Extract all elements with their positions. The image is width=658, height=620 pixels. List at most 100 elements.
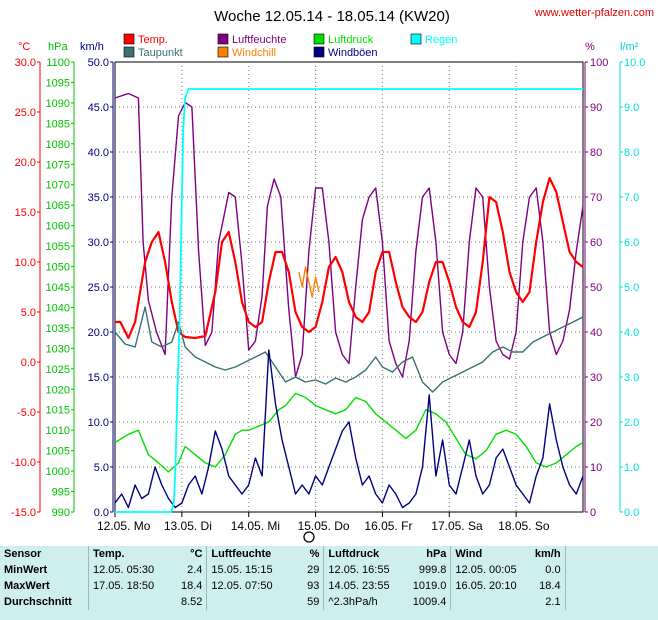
temp-tick-label: -5.0 — [17, 407, 36, 419]
rain-tick-label: 6.0 — [624, 237, 639, 249]
temp-tick-label: 0.0 — [21, 357, 36, 369]
rain-tick-label: 1.0 — [624, 462, 639, 474]
x-tick-label: 15.05. Do — [298, 519, 350, 533]
legend: Temp. Luftfeuchte Luftdruck Regen Taupunkt Wi… — [123, 33, 457, 59]
rain-tick-label: 7.0 — [624, 192, 639, 204]
plot-area — [114, 61, 584, 513]
cell: 15.05. 15:15 — [206, 562, 302, 578]
pressure-tick-label: 1010 — [46, 425, 70, 437]
hdr-sensor: Sensor — [4, 548, 42, 560]
rain-tick-label: 10.0 — [624, 57, 645, 69]
series-line-temp- — [115, 176, 584, 340]
cell: ^2.3hPa/h — [323, 594, 403, 610]
legend-swatch — [410, 33, 422, 45]
wind-unit: km/h — [80, 41, 104, 53]
stats-table: Sensor Temp. °C Luftfeuchte % Luftdruck … — [0, 546, 654, 610]
pressure-tick-label: 1015 — [46, 405, 70, 417]
series-line-windb-en — [114, 349, 584, 509]
stats-panel: Sensor Temp. °C Luftfeuchte % Luftdruck … — [0, 546, 658, 620]
legend-swatch — [123, 33, 135, 45]
rain-tick-label: 9.0 — [624, 102, 639, 114]
humidity-tick-label: 90 — [590, 102, 602, 114]
hdr-temp-unit: °C — [190, 548, 203, 560]
x-tick-label: 16.05. Fr — [364, 519, 412, 533]
site-link[interactable]: www.wetter-pfalzen.com — [534, 7, 654, 19]
stats-spacer — [564, 546, 654, 562]
temp-tick-label: -10.0 — [11, 457, 36, 469]
x-axis-labels: 12.05. Mo 13.05. Di 14.05. Mi 15.05. Do 16.0… — [97, 512, 550, 533]
humidity-tick-label: 40 — [590, 327, 602, 339]
chart-title: Woche 12.05.14 - 18.05.14 (KW20) — [214, 8, 450, 25]
pressure-tick-label: 1060 — [46, 221, 70, 233]
cell: 1019.0 — [412, 580, 447, 592]
pressure-tick-label: 1025 — [46, 364, 70, 376]
row-label: MaxWert — [4, 580, 50, 592]
cell — [450, 594, 521, 610]
hdr-press-unit: hPa — [426, 548, 447, 560]
wind-tick-label: 45.0 — [88, 102, 109, 114]
series-line-windchill — [298, 266, 320, 298]
humidity-unit: % — [585, 41, 595, 53]
humidity-tick-label: 20 — [590, 417, 602, 429]
cell: 2.1 — [545, 596, 561, 608]
stats-row-avg: Durchschnitt 8.52 59 ^2.3hPa/h 1009.4 2.… — [0, 594, 654, 610]
cell: 18.4 — [539, 580, 561, 592]
temp-tick-label: 25.0 — [15, 107, 36, 119]
wind-tick-label: 35.0 — [88, 192, 109, 204]
x-tick-label: 13.05. Di — [164, 519, 212, 533]
pressure-tick-label: 1020 — [46, 384, 70, 396]
legend-swatch — [217, 46, 229, 58]
humidity-tick-label: 60 — [590, 237, 602, 249]
legend-label: Taupunkt — [138, 47, 183, 59]
cell: 59 — [307, 596, 320, 608]
grid — [115, 62, 583, 512]
pressure-tick-label: 1065 — [46, 200, 70, 212]
series-line-luftdruck — [114, 392, 584, 473]
legend-label: Windböen — [328, 47, 378, 59]
hdr-hum: Luftfeuchte — [206, 546, 302, 562]
temp-unit: °C — [18, 41, 30, 53]
temp-tick-label: 15.0 — [15, 207, 36, 219]
hdr-wind: Wind — [450, 546, 521, 562]
axis-units: °C hPa km/h % l/m² — [18, 41, 639, 53]
cell: 16.05. 20:10 — [450, 578, 521, 594]
legend-label: Windchill — [232, 47, 276, 59]
pressure-tick-label: 990 — [52, 507, 70, 519]
pressure-tick-label: 1040 — [46, 302, 70, 314]
series-line-luftfeuchte — [114, 92, 584, 378]
hdr-press: Luftdruck — [323, 546, 403, 562]
temp-tick-label: 20.0 — [15, 157, 36, 169]
humidity-tick-label: 0 — [590, 507, 596, 519]
hdr-temp: Temp. — [88, 546, 177, 562]
legend-label: Regen — [425, 34, 457, 46]
cell: 0.0 — [545, 564, 561, 576]
wind-tick-label: 20.0 — [88, 327, 109, 339]
legend-swatch — [123, 46, 135, 58]
wind-tick-label: 50.0 — [88, 57, 109, 69]
wind-tick-label: 40.0 — [88, 147, 109, 159]
axes: 30.0 25.0 20.0 15.0 10.0 5.0 0.0 -5.0 -10.0 -15.0… — [11, 57, 646, 519]
cell: 12.05. 07:50 — [206, 578, 302, 594]
legend-label: Temp. — [138, 34, 168, 46]
wind-tick-label: 25.0 — [88, 282, 109, 294]
cell: 999.8 — [418, 564, 447, 576]
stats-row-min: MinWert 12.05. 05:30 2.4 15.05. 15:15 29… — [0, 562, 654, 578]
humidity-tick-label: 100 — [590, 57, 608, 69]
cell: 17.05. 18:50 — [88, 578, 177, 594]
pressure-tick-label: 1055 — [46, 241, 70, 253]
temp-tick-label: 30.0 — [15, 57, 36, 69]
cell: 12.05. 16:55 — [323, 562, 403, 578]
stats-spacer — [564, 578, 654, 594]
row-label: MinWert — [4, 564, 48, 576]
wind-tick-label: 5.0 — [94, 462, 109, 474]
temp-tick-label: -15.0 — [11, 507, 36, 519]
x-tick-label: 12.05. Mo — [97, 519, 151, 533]
cell: 12.05. 05:30 — [88, 562, 177, 578]
legend-label: Luftdruck — [328, 34, 374, 46]
wind-tick-label: 0.0 — [94, 507, 109, 519]
rain-unit: l/m² — [620, 41, 639, 53]
pressure-tick-label: 1000 — [46, 466, 70, 478]
cell: 18.4 — [181, 580, 203, 592]
humidity-tick-label: 10 — [590, 462, 602, 474]
humidity-tick-label: 30 — [590, 372, 602, 384]
